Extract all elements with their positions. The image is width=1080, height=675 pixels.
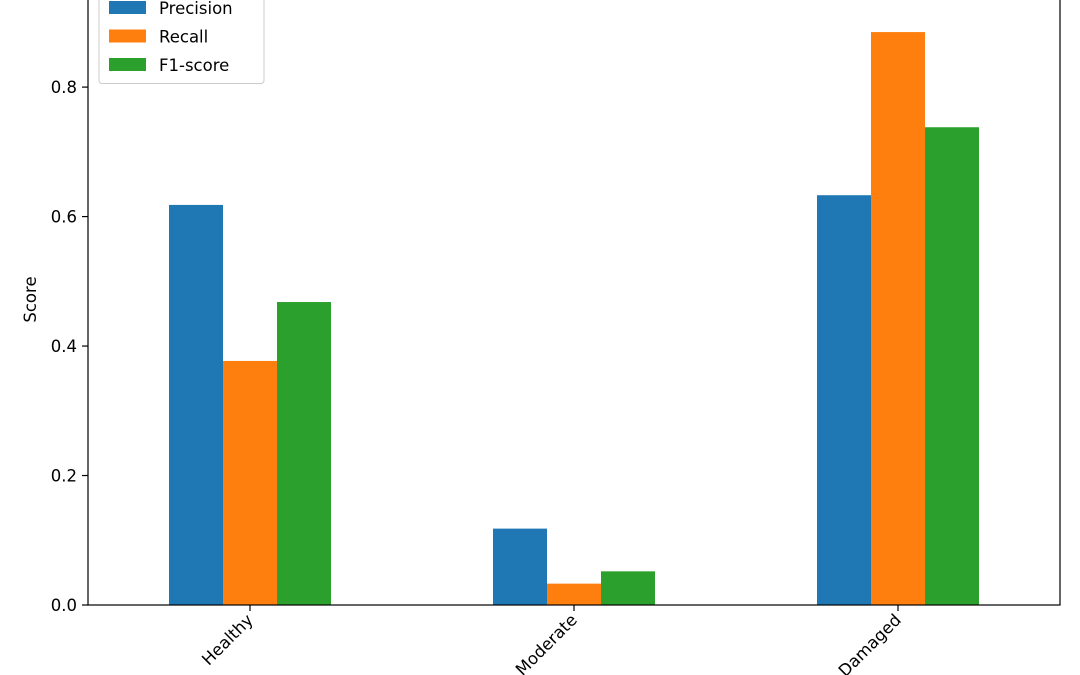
x-tick-label-healthy: Healthy — [198, 610, 257, 669]
bar-precision-moderate — [493, 528, 547, 605]
y-axis-ticks: 0.0 0.2 0.4 0.6 0.8 — [51, 78, 88, 615]
bar-recall-moderate — [547, 583, 601, 605]
bar-f1-score-damaged — [925, 127, 979, 606]
x-axis-ticks: Healthy Moderate Damaged — [198, 605, 905, 675]
bars-group — [169, 32, 979, 606]
x-tick-label-damaged: Damaged — [835, 610, 905, 675]
y-tick-label: 0.8 — [51, 78, 77, 97]
y-tick-label: 0.6 — [51, 208, 77, 227]
y-tick-label: 0.4 — [51, 337, 77, 356]
y-tick-label: 0.0 — [51, 596, 77, 615]
bar-precision-healthy — [169, 204, 223, 605]
legend-label-f1-score: F1-score — [159, 56, 229, 75]
bar-f1-score-moderate — [601, 571, 655, 605]
bar-precision-damaged — [817, 195, 871, 605]
legend-label-precision: Precision — [159, 0, 233, 18]
legend-swatch-precision — [109, 1, 146, 14]
y-tick-label: 0.2 — [51, 467, 77, 486]
y-axis-label: Score — [21, 276, 40, 322]
legend-label-recall: Recall — [159, 28, 208, 47]
legend-swatch-recall — [109, 29, 146, 43]
x-tick-label-moderate: Moderate — [512, 610, 581, 675]
bar-recall-healthy — [223, 360, 277, 605]
bar-f1-score-healthy — [277, 302, 331, 605]
legend: Precision Recall F1-score — [98, 0, 265, 84]
bar-recall-damaged — [871, 32, 925, 605]
legend-swatch-f1-score — [109, 58, 146, 71]
